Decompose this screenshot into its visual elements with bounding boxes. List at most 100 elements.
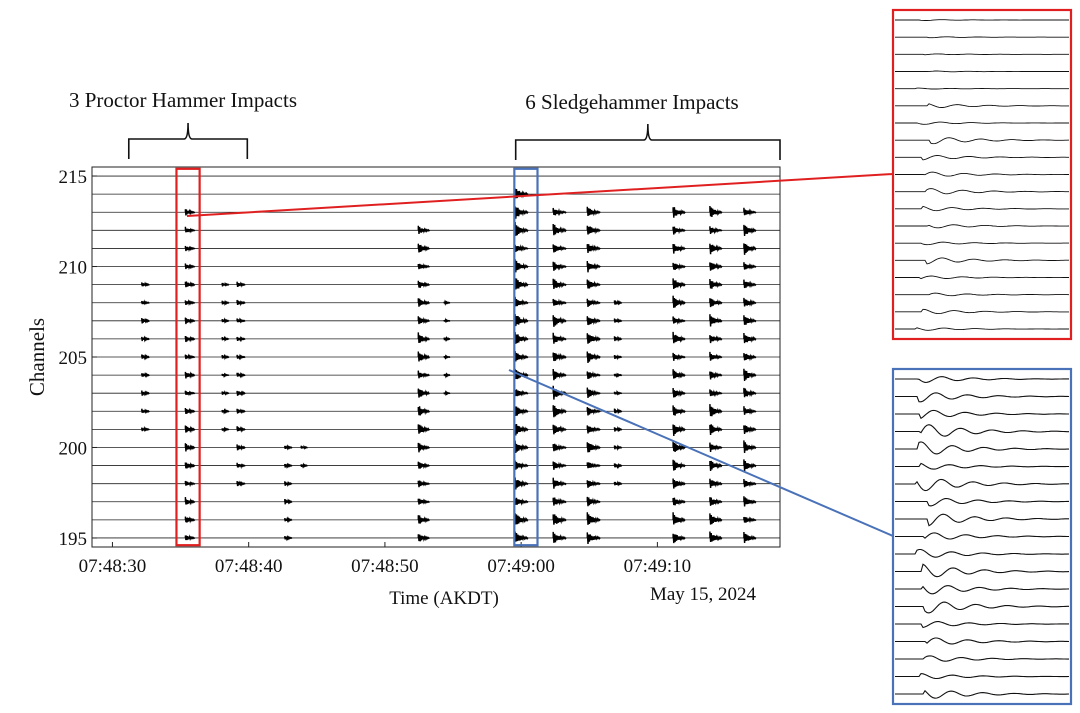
event-burst-8-channel-195	[514, 531, 529, 542]
event-burst-2-channel-202	[221, 407, 230, 415]
x-axis-label: Time (AKDT)	[389, 588, 499, 609]
inset-blue-traces-trace-4	[895, 441, 1069, 455]
inset-red-traces-trace-1	[895, 36, 1069, 39]
blue-inset-traces	[895, 376, 1070, 699]
event-burst-13-channel-197	[709, 497, 723, 506]
event-burst-13-channel-195	[709, 531, 723, 542]
event-burst-13-channel-196	[709, 513, 723, 525]
event-burst-14-channel-195	[743, 531, 757, 543]
inset-blue-traces-trace-15	[895, 637, 1070, 645]
inset-blue-traces-trace-6	[895, 478, 1069, 492]
event-burst-6-channel-204	[417, 370, 430, 379]
annotation-proctor-label: 3 Proctor Hammer Impacts	[69, 88, 297, 112]
event-burst-9	[552, 207, 567, 543]
event-burst-12-channel-205	[672, 352, 686, 361]
event-burst-10-channel-199	[586, 462, 601, 469]
event-burst-0-channel-201	[141, 425, 150, 433]
event-burst-12-channel-199	[672, 459, 686, 471]
event-burst-2-channel-205	[221, 353, 230, 361]
inset-red-traces-trace-6	[895, 121, 1069, 125]
event-burst-9-channel-211	[552, 244, 567, 253]
x-tick-label-4: 07:49:10	[624, 556, 692, 577]
event-burst-10-channel-201	[586, 425, 601, 434]
event-burst-10-channel-206	[586, 333, 601, 344]
event-burst-1	[184, 208, 196, 541]
event-burst-13-channel-200	[709, 442, 723, 452]
event-burst-9-channel-205	[552, 352, 567, 362]
blue-connector-line	[508, 369, 894, 537]
event-burst-13-channel-213	[709, 205, 723, 217]
inset-blue-traces-trace-12	[895, 585, 1070, 595]
event-burst-12-channel-204	[672, 369, 686, 379]
event-burst-1-channel-209	[184, 281, 196, 288]
event-burst-0-channel-207	[141, 317, 150, 324]
event-burst-14-channel-207	[743, 315, 757, 325]
event-burst-3-channel-201	[236, 426, 246, 433]
event-burst-7	[443, 299, 451, 397]
event-burst-1-channel-206	[184, 335, 196, 343]
event-burst-8-channel-211	[514, 244, 529, 252]
event-burst-3-channel-200	[236, 444, 246, 451]
event-burst-14-channel-212	[743, 224, 757, 237]
event-burst-8-channel-210	[514, 259, 529, 273]
event-burst-11-channel-199	[613, 462, 623, 470]
event-burst-14-channel-210	[743, 262, 757, 270]
event-burst-8-channel-201	[514, 424, 529, 436]
event-burst-3-channel-208	[236, 299, 246, 307]
event-burst-1-channel-211	[184, 245, 196, 253]
event-burst-10-channel-197	[586, 496, 601, 507]
event-burst-13-channel-212	[709, 226, 723, 235]
event-burst-11	[613, 299, 623, 487]
event-burst-8-channel-203	[514, 389, 529, 397]
inset-red-traces-trace-2	[895, 53, 1069, 56]
event-burst-9-channel-210	[552, 261, 567, 271]
inset-blue-traces-trace-8	[895, 513, 1069, 527]
event-burst-1-channel-210	[184, 263, 196, 271]
event-burst-9-channel-206	[552, 332, 567, 344]
inset-red-traces-trace-10	[895, 188, 1069, 195]
event-burst-2-channel-206	[221, 335, 230, 342]
event-burst-2-channel-208	[221, 299, 230, 307]
event-burst-11-channel-198	[613, 480, 623, 487]
event-burst-12-channel-203	[672, 387, 686, 398]
event-burst-8-channel-196	[514, 513, 529, 525]
event-burst-13-channel-202	[709, 404, 723, 417]
event-burst-9-channel-212	[552, 223, 567, 236]
inset-blue-traces-trace-7	[895, 497, 1069, 507]
y-tick-label-1: 200	[59, 438, 88, 459]
event-burst-14-channel-211	[743, 243, 757, 255]
inset-blue-traces-trace-0	[895, 376, 1069, 383]
event-burst-12	[672, 207, 686, 544]
event-burst-12-channel-200	[672, 441, 686, 453]
event-burst-13-channel-206	[709, 335, 723, 344]
x-tick-label-3: 07:49:00	[487, 556, 555, 577]
event-burst-8-channel-209	[514, 278, 529, 290]
event-burst-6-channel-196	[417, 515, 431, 524]
event-burst-3-channel-205	[236, 353, 246, 361]
event-burst-1-channel-202	[184, 407, 196, 415]
event-burst-1-channel-200	[184, 443, 196, 452]
event-burst-3	[236, 281, 246, 487]
event-burst-8-channel-206	[514, 331, 529, 344]
event-burst-10-channel-209	[586, 279, 601, 289]
event-burst-3-channel-198	[236, 480, 246, 487]
inset-blue-traces-trace-1	[895, 392, 1070, 403]
event-burst-7-channel-206	[443, 335, 451, 342]
event-burst-8-channel-202	[514, 406, 529, 417]
event-burst-8-channel-198	[514, 477, 529, 490]
event-burst-13-channel-199	[709, 460, 723, 471]
event-burst-4-channel-199	[284, 462, 293, 469]
event-burst-1-channel-203	[184, 390, 196, 397]
inset-blue-traces-trace-13	[895, 601, 1069, 614]
event-burst-7-channel-205	[443, 354, 451, 360]
event-burst-10	[586, 206, 601, 544]
event-burst-2-channel-209	[221, 281, 230, 287]
event-burst-11-channel-202	[613, 407, 623, 415]
event-burst-3-channel-207	[236, 317, 246, 324]
event-burst-9-channel-208	[552, 298, 567, 306]
event-burst-1-channel-208	[184, 298, 196, 306]
event-burst-9-channel-197	[552, 497, 567, 506]
event-burst-6	[417, 225, 431, 543]
event-burst-10-channel-212	[586, 225, 601, 235]
event-burst-8-channel-214	[514, 188, 529, 199]
